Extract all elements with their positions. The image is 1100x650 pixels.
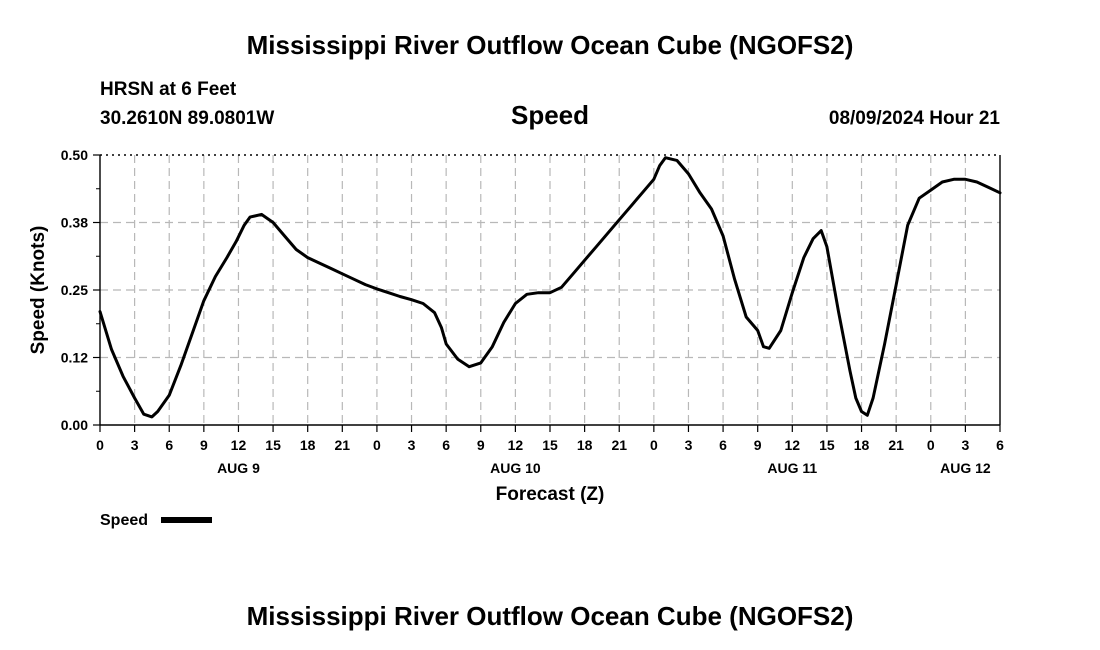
timestamp-label: 08/09/2024 Hour 21 <box>829 108 1001 129</box>
x-tick-label: 6 <box>442 437 450 453</box>
x-tick-label: 3 <box>685 437 693 453</box>
x-tick-label: 18 <box>300 437 316 453</box>
coordinates-label: 30.2610N 89.0801W <box>100 108 274 129</box>
x-tick-label: 9 <box>754 437 762 453</box>
y-tick-label: 0.12 <box>61 350 88 366</box>
x-tick-label: 12 <box>785 437 801 453</box>
x-tick-label: 3 <box>131 437 139 453</box>
y-tick-label: 0.38 <box>61 215 88 231</box>
series <box>98 156 1002 419</box>
legend-swatch <box>161 517 212 523</box>
x-tick-label: 9 <box>200 437 208 453</box>
x-tick-label: 6 <box>165 437 173 453</box>
x-tick-label: 0 <box>927 437 935 453</box>
chart-title: Speed <box>511 100 589 130</box>
x-tick-label: 15 <box>542 437 558 453</box>
day-label: AUG 12 <box>940 460 991 476</box>
grid <box>100 155 1000 425</box>
axes: 0 3 6 9 12 15 18 21 0 3 6 9 12 15 18 21 0 3 6 9 12 15 18 21 0 3 6 0… <box>61 147 1004 476</box>
legend-label: Speed <box>100 512 148 529</box>
x-tick-label: 15 <box>819 437 835 453</box>
x-tick-label: 12 <box>508 437 524 453</box>
day-label: AUG 10 <box>490 460 541 476</box>
y-axis-label: Speed (Knots) <box>28 226 49 355</box>
x-tick-label: 0 <box>96 437 104 453</box>
day-label: AUG 9 <box>217 460 260 476</box>
x-tick-label: 0 <box>373 437 381 453</box>
y-tick-label: 0.25 <box>61 282 88 298</box>
x-tick-label: 3 <box>408 437 416 453</box>
x-tick-label: 12 <box>231 437 247 453</box>
x-tick-label: 18 <box>854 437 870 453</box>
x-tick-label: 15 <box>265 437 281 453</box>
legend: Speed <box>100 512 212 529</box>
station-label: HRSN at 6 Feet <box>100 79 237 100</box>
y-tick-label: 0.00 <box>61 417 88 433</box>
day-label: AUG 11 <box>767 460 817 476</box>
x-tick-label: 21 <box>611 437 627 453</box>
x-tick-label: 21 <box>335 437 351 453</box>
x-tick-label: 6 <box>996 437 1004 453</box>
x-tick-label: 21 <box>888 437 904 453</box>
x-tick-label: 9 <box>477 437 485 453</box>
x-axis-label: Forecast (Z) <box>496 484 605 505</box>
footer-title: Mississippi River Outflow Ocean Cube (NG… <box>247 601 854 631</box>
x-tick-label: 6 <box>719 437 727 453</box>
x-tick-label: 0 <box>650 437 658 453</box>
y-tick-label: 0.50 <box>61 147 88 163</box>
main-title: Mississippi River Outflow Ocean Cube (NG… <box>247 30 854 60</box>
speed-series-line <box>98 156 1002 419</box>
x-tick-label: 18 <box>577 437 593 453</box>
x-tick-label: 3 <box>961 437 969 453</box>
